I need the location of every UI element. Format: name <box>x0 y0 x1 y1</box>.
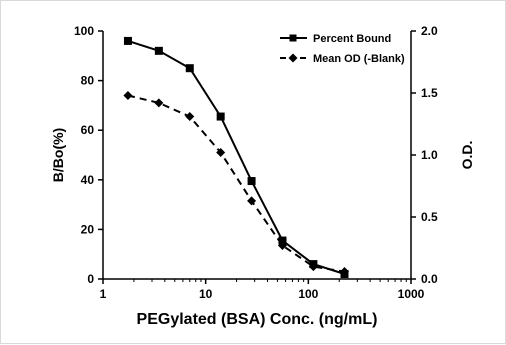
data-point-mean-od-blank <box>154 98 164 108</box>
legend: Percent Bound Mean OD (-Blank) <box>280 33 405 65</box>
series-line-mean-od-blank <box>127 94 345 273</box>
legend-marker-mean-od <box>288 53 298 63</box>
x-tick-label: 100 <box>298 287 318 301</box>
y-right-tick-label: 0.5 <box>421 210 438 224</box>
data-point-mean-od-blank <box>339 267 349 277</box>
y-axis-right-title: O.D. <box>459 141 475 170</box>
x-tick-label: 10 <box>199 287 213 301</box>
data-point-percent-bound <box>123 36 132 45</box>
data-point-percent-bound <box>185 64 194 73</box>
data-point-percent-bound <box>154 46 163 55</box>
series-layer <box>123 36 349 279</box>
y-left-tick-label: 80 <box>81 74 95 88</box>
legend-label-percent-bound: Percent Bound <box>313 33 391 45</box>
x-tick-label: 1000 <box>398 287 425 301</box>
y-axis-left-title: B/Bo(%) <box>50 128 66 182</box>
x-axis-title: PEGylated (BSA) Conc. (ng/mL) <box>137 311 378 328</box>
y-right-tick-label: 0.0 <box>421 272 438 286</box>
data-point-mean-od-blank <box>123 90 133 100</box>
data-point-percent-bound <box>216 112 225 121</box>
legend-label-mean-od: Mean OD (-Blank) <box>313 53 405 65</box>
data-point-mean-od-blank <box>185 112 195 122</box>
y-left-tick-label: 0 <box>87 272 94 286</box>
y-left-tick-label: 20 <box>81 222 95 236</box>
x-tick-label: 1 <box>100 287 107 301</box>
y-right-tick-label: 1.5 <box>421 86 438 100</box>
data-point-mean-od-blank <box>277 241 287 251</box>
data-point-mean-od-blank <box>216 148 226 158</box>
legend-marker-percent-bound <box>289 34 297 42</box>
y-right-tick-label: 2.0 <box>421 24 438 38</box>
data-point-percent-bound <box>278 236 287 245</box>
y-left-tick-label: 100 <box>74 24 94 38</box>
series-line-percent-bound <box>127 39 345 275</box>
y-right-tick-label: 1.0 <box>421 148 438 162</box>
y-left-tick-label: 40 <box>81 173 95 187</box>
axis-ticks: 1 10 100 1000 0 20 40 60 80 100 0.0 0.5 1.0 1.5 2.0 <box>74 24 438 301</box>
data-point-percent-bound <box>247 177 256 186</box>
data-point-mean-od-blank <box>308 262 318 272</box>
y-left-tick-label: 60 <box>81 123 95 137</box>
data-point-mean-od-blank <box>247 196 257 206</box>
